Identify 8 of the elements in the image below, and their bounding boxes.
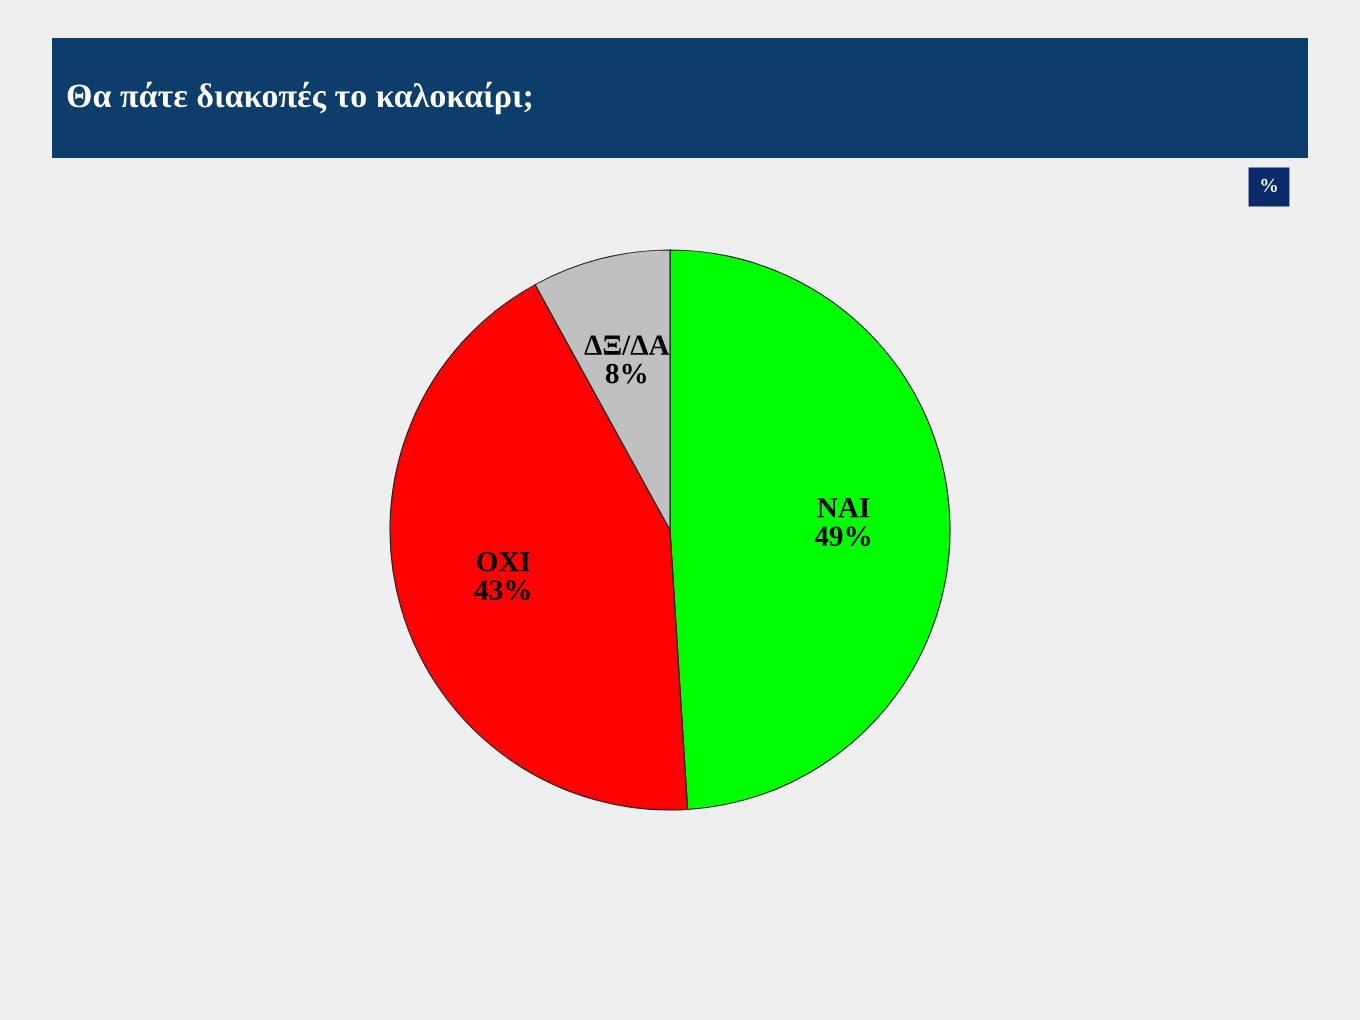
data-label: 8% <box>605 363 646 384</box>
data-label: 49% <box>814 526 870 547</box>
slice-label: ΔΞ/ΔΑ <box>584 335 670 355</box>
text: % <box>1261 178 1277 192</box>
slice-label: ΝΑΙ <box>817 498 870 518</box>
slice-label: ΟΧΙ <box>477 551 530 572</box>
data-label: 43% <box>474 580 530 601</box>
chart-title: Θα πάτε διακοπές το καλοκαίρι; <box>67 81 532 115</box>
